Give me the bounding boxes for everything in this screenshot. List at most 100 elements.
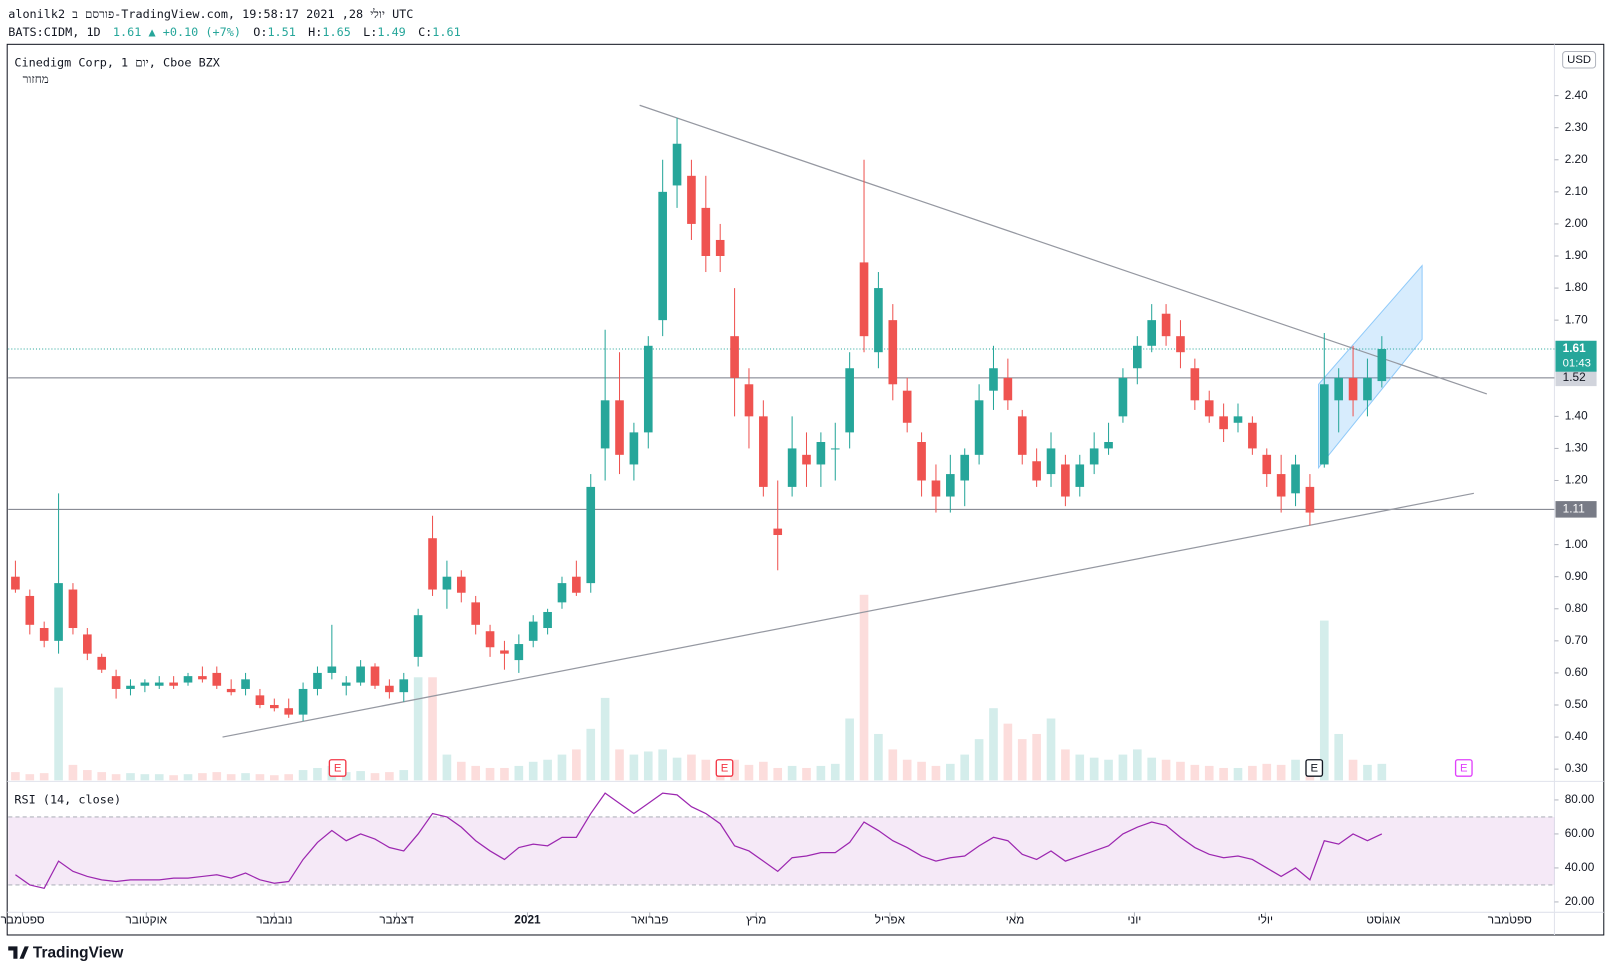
y-tick-label: 2.40 xyxy=(1565,88,1588,102)
candle-body xyxy=(1132,345,1142,369)
last-price: 1.61 xyxy=(113,24,141,38)
candle-body xyxy=(1248,422,1257,449)
parallel-channel xyxy=(1318,264,1423,470)
candle-body xyxy=(572,576,581,593)
candle-body xyxy=(241,679,250,689)
volume-bar xyxy=(226,774,236,781)
volume-bar xyxy=(687,754,696,781)
rsi-y-tick-label: 60.00 xyxy=(1565,826,1595,840)
volume-bar xyxy=(169,775,178,781)
candle-body xyxy=(126,685,135,689)
hline-tag-bg xyxy=(1555,369,1597,387)
hline-tag: 1.11 xyxy=(1563,501,1585,515)
volume-bar xyxy=(1003,723,1013,781)
volume-bar xyxy=(759,761,768,781)
volume-bar xyxy=(1132,749,1142,781)
volume-bar xyxy=(1161,759,1171,781)
volume-bar xyxy=(1291,759,1300,781)
volume-bar xyxy=(11,772,20,781)
candle-body xyxy=(341,682,351,686)
candle-body xyxy=(1276,474,1286,497)
volume-bar xyxy=(730,759,739,781)
candle-body xyxy=(874,288,883,353)
volume-bar xyxy=(1147,757,1157,781)
candle-body xyxy=(140,682,150,686)
volume-bar xyxy=(54,687,63,781)
y-tick-label: 0.90 xyxy=(1565,569,1588,583)
volume-bar xyxy=(456,761,466,781)
candle-body xyxy=(1104,442,1113,449)
volume-bar xyxy=(658,749,667,781)
y-tick-label: 0.60 xyxy=(1565,665,1588,679)
candle-body xyxy=(744,384,754,417)
countdown: 01:43 xyxy=(1563,357,1591,369)
volume-bar xyxy=(1118,754,1128,781)
volume-bar xyxy=(500,767,509,781)
candle-body xyxy=(1118,377,1128,417)
volume-bar xyxy=(442,754,452,781)
volume-bar xyxy=(859,594,869,781)
candle-body xyxy=(1291,464,1300,494)
volume-bar xyxy=(1219,767,1228,781)
volume-bar xyxy=(126,773,135,781)
candle-body xyxy=(428,538,437,590)
candle-body xyxy=(902,390,912,423)
x-tick-label: אפריל xyxy=(875,913,906,927)
y-tick-label: 2.20 xyxy=(1565,152,1588,166)
x-tick-label: מאי xyxy=(1006,913,1025,927)
candle-body xyxy=(68,589,78,629)
volume-bar xyxy=(557,754,567,781)
trend-line xyxy=(639,104,1488,395)
volume-bar xyxy=(1319,620,1329,781)
candle-body xyxy=(687,175,696,224)
rsi-y-tick-label: 40.00 xyxy=(1565,860,1595,874)
candle-body xyxy=(845,368,854,433)
candle-body xyxy=(586,486,596,584)
candle-body xyxy=(514,644,524,661)
candle-body xyxy=(917,442,926,481)
candle-body xyxy=(1334,377,1343,401)
symbol: BATS:CIDM, 1D xyxy=(8,24,100,38)
rsi-title: RSI (14, close) xyxy=(14,792,121,806)
candle-body xyxy=(54,583,63,641)
y-tick-label: 1.90 xyxy=(1565,248,1588,262)
volume-bar xyxy=(198,773,207,781)
volume-bar xyxy=(514,765,524,781)
candle-body xyxy=(413,615,423,657)
ohlc-label: H: xyxy=(308,24,322,38)
candle-body xyxy=(1305,486,1315,513)
volume-bar xyxy=(802,767,811,781)
x-tick-label: פברואר xyxy=(631,913,668,927)
candle-body xyxy=(1363,377,1372,401)
candle-body xyxy=(313,672,322,689)
low: 1.49 xyxy=(377,24,405,38)
volume-bar xyxy=(902,759,912,781)
volume-bar xyxy=(830,763,840,781)
candle-body xyxy=(111,676,121,689)
volume-bar xyxy=(845,718,854,781)
volume-bar xyxy=(917,761,926,781)
volume-bar xyxy=(25,774,35,781)
candle-body xyxy=(83,634,92,654)
earnings-marker xyxy=(715,759,734,777)
volume-label: מחזור xyxy=(23,72,49,86)
y-tick-label: 0.80 xyxy=(1565,601,1588,615)
candle-body xyxy=(1204,400,1214,417)
x-tick-label: ספטמבר xyxy=(1,913,45,927)
y-tick-label: 2.10 xyxy=(1565,184,1588,198)
candle-body xyxy=(1377,349,1387,382)
y-tick-label: 0.50 xyxy=(1565,697,1588,711)
volume-bar xyxy=(1017,739,1027,781)
candle-body xyxy=(1017,416,1027,455)
volume-bar xyxy=(83,770,92,781)
header-line: alonilk2 פורסם ב-TradingView.com, יולי 2… xyxy=(8,7,413,21)
trend-line xyxy=(222,492,1474,738)
candle-body xyxy=(255,695,265,705)
volume-bar xyxy=(1204,765,1214,781)
earnings-marker xyxy=(1305,759,1324,777)
y-tick-label: 1.30 xyxy=(1565,441,1588,455)
volume-bar xyxy=(356,771,365,781)
y-tick-label: 1.80 xyxy=(1565,280,1588,294)
candle-body xyxy=(169,682,178,686)
